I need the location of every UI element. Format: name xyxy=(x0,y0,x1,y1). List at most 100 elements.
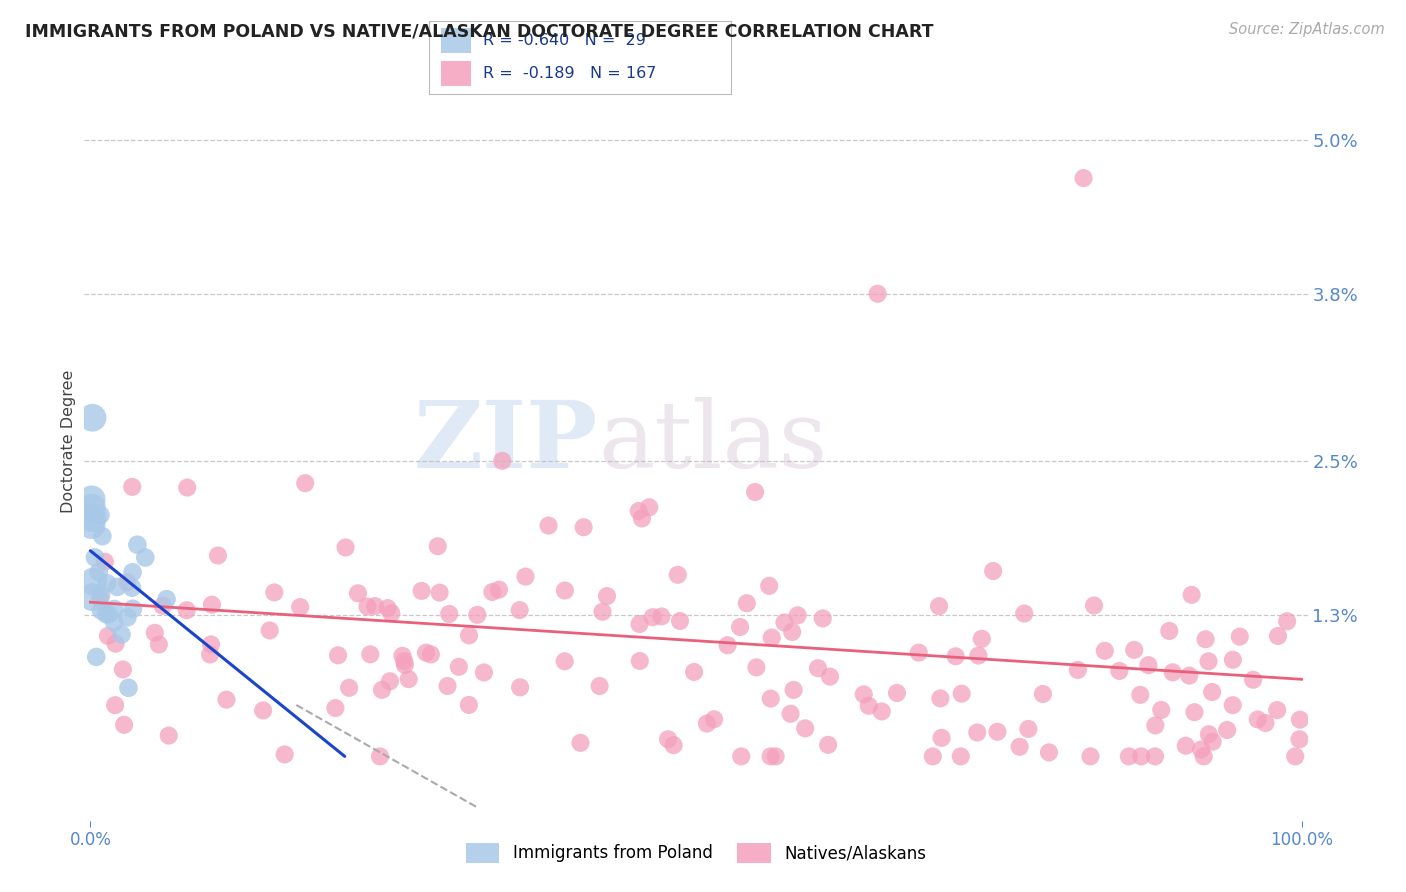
Point xyxy=(458,628,481,642)
Text: ZIP: ZIP xyxy=(413,397,598,486)
Point xyxy=(1144,718,1167,732)
Point xyxy=(1038,745,1060,759)
Point xyxy=(391,648,413,663)
Point xyxy=(1080,749,1102,764)
Point xyxy=(1159,624,1181,638)
Point xyxy=(759,749,782,764)
Point xyxy=(80,518,103,533)
Point xyxy=(117,575,139,590)
Point xyxy=(1289,713,1312,727)
Point xyxy=(662,738,685,752)
Point xyxy=(1017,722,1039,736)
Point xyxy=(200,637,222,651)
Point xyxy=(1178,668,1201,682)
Point xyxy=(811,611,834,625)
Point xyxy=(252,703,274,717)
Point xyxy=(786,608,808,623)
Text: atlas: atlas xyxy=(598,397,827,486)
Point xyxy=(728,620,751,634)
Point xyxy=(907,646,929,660)
Point xyxy=(628,654,651,668)
Point xyxy=(554,583,576,598)
Point xyxy=(112,718,135,732)
Point xyxy=(89,508,111,522)
Point xyxy=(966,725,988,739)
Point xyxy=(1108,664,1130,678)
Point xyxy=(807,661,830,675)
Point xyxy=(1143,749,1166,764)
Point xyxy=(90,588,112,602)
Text: Source: ZipAtlas.com: Source: ZipAtlas.com xyxy=(1229,22,1385,37)
Point xyxy=(155,592,177,607)
Point xyxy=(359,648,381,662)
Point xyxy=(758,579,780,593)
Point xyxy=(1229,630,1251,644)
Point xyxy=(537,518,560,533)
Point xyxy=(152,599,174,613)
Point xyxy=(870,705,893,719)
Point xyxy=(970,632,993,646)
Point xyxy=(1083,599,1105,613)
Point xyxy=(509,603,531,617)
Point xyxy=(117,681,139,695)
Point xyxy=(1222,698,1244,713)
Point xyxy=(1275,614,1298,628)
Point xyxy=(554,654,576,668)
Y-axis label: Doctorate Degree: Doctorate Degree xyxy=(60,370,76,513)
Point xyxy=(337,681,360,695)
Point xyxy=(94,607,117,621)
Point xyxy=(198,648,221,662)
Point xyxy=(207,549,229,563)
Point xyxy=(773,615,796,630)
Point xyxy=(103,602,125,616)
Point xyxy=(215,692,238,706)
Point xyxy=(97,629,120,643)
Point xyxy=(111,663,134,677)
Point xyxy=(515,569,537,583)
Point xyxy=(631,511,654,525)
Point xyxy=(488,582,510,597)
Point xyxy=(945,649,967,664)
Point xyxy=(1216,723,1239,737)
Point xyxy=(110,627,132,641)
Point xyxy=(457,698,479,712)
Point xyxy=(794,722,817,736)
Point xyxy=(569,736,592,750)
Point xyxy=(657,732,679,747)
Point xyxy=(104,637,127,651)
Point xyxy=(852,687,875,701)
Point xyxy=(1265,703,1288,717)
Point xyxy=(90,603,112,617)
Point xyxy=(84,649,107,664)
Point xyxy=(368,749,391,764)
Point xyxy=(759,691,782,706)
Point xyxy=(967,648,990,663)
Point xyxy=(730,749,752,764)
Point xyxy=(950,687,973,701)
Point xyxy=(398,672,420,686)
Point xyxy=(325,701,347,715)
Point xyxy=(592,605,614,619)
Point xyxy=(703,712,725,726)
Text: R =  -0.189   N = 167: R = -0.189 N = 167 xyxy=(484,66,657,81)
Point xyxy=(780,624,803,639)
Point xyxy=(1222,653,1244,667)
Point xyxy=(1032,687,1054,701)
Point xyxy=(335,541,357,555)
Point xyxy=(429,585,451,599)
Point xyxy=(627,504,650,518)
Point xyxy=(1150,703,1173,717)
Point xyxy=(1008,739,1031,754)
Point xyxy=(356,599,378,614)
Text: IMMIGRANTS FROM POLAND VS NATIVE/ALASKAN DOCTORATE DEGREE CORRELATION CHART: IMMIGRANTS FROM POLAND VS NATIVE/ALASKAN… xyxy=(25,22,934,40)
Point xyxy=(928,599,950,614)
Point xyxy=(886,686,908,700)
Point xyxy=(148,638,170,652)
Point xyxy=(394,654,416,668)
Point xyxy=(259,624,281,638)
Point xyxy=(82,590,104,604)
Point xyxy=(411,583,433,598)
Point xyxy=(394,657,416,672)
Point xyxy=(588,679,610,693)
Point xyxy=(981,564,1004,578)
